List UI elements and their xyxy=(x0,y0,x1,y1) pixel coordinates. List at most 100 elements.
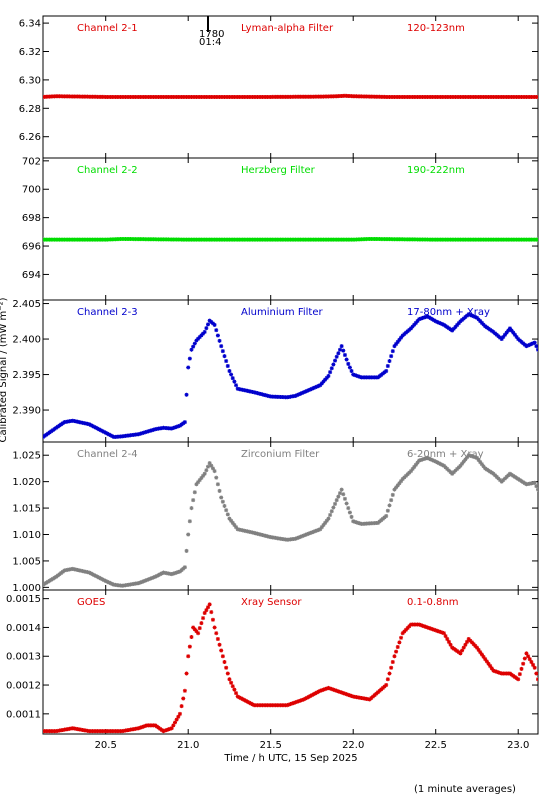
data-point xyxy=(404,627,408,632)
data-point xyxy=(224,665,229,670)
data-point xyxy=(349,369,354,373)
data-point xyxy=(199,333,204,338)
data-point xyxy=(389,354,394,359)
data-point xyxy=(346,361,351,366)
data-point xyxy=(498,335,503,340)
data-point xyxy=(321,522,326,527)
data-point xyxy=(171,571,176,576)
data-point xyxy=(441,631,446,636)
data-point xyxy=(212,625,217,630)
data-point xyxy=(318,688,323,693)
data-point xyxy=(140,725,144,730)
data-point xyxy=(296,392,301,397)
data-point xyxy=(102,429,107,434)
data-point xyxy=(491,471,496,476)
data-point xyxy=(166,727,171,732)
data-point xyxy=(437,461,441,466)
data-point xyxy=(298,391,303,396)
data-point xyxy=(394,485,399,490)
data-point xyxy=(526,654,531,659)
data-point xyxy=(305,388,309,393)
data-point xyxy=(229,680,234,685)
data-point xyxy=(493,331,498,336)
data-point xyxy=(177,569,182,574)
data-point xyxy=(478,319,483,324)
data-point xyxy=(219,495,224,500)
data-point xyxy=(476,457,481,462)
data-point xyxy=(103,579,108,584)
data-point xyxy=(105,431,110,436)
data-point xyxy=(501,478,506,483)
data-point xyxy=(389,498,394,503)
panel-label: 190-222nm xyxy=(407,165,465,176)
data-point xyxy=(138,580,143,585)
data-point xyxy=(333,358,338,363)
data-point xyxy=(499,337,504,342)
data-point xyxy=(433,459,438,464)
data-point xyxy=(417,458,422,463)
data-point xyxy=(473,643,478,648)
data-point xyxy=(435,460,440,465)
data-point xyxy=(230,376,235,381)
data-point xyxy=(88,571,93,576)
y-tick-label: 6.32 xyxy=(19,47,41,58)
data-point xyxy=(344,501,349,506)
data-point xyxy=(87,570,92,575)
data-point xyxy=(296,535,301,540)
data-point xyxy=(328,370,333,375)
data-point xyxy=(453,468,458,473)
data-point xyxy=(229,518,234,523)
data-point xyxy=(407,470,412,475)
data-point xyxy=(382,684,387,689)
data-point xyxy=(473,315,478,320)
data-point xyxy=(214,631,219,636)
data-point xyxy=(189,347,194,352)
data-point xyxy=(379,518,384,523)
data-point xyxy=(295,536,300,541)
data-point xyxy=(465,313,470,318)
data-point xyxy=(479,320,484,325)
data-point xyxy=(224,359,229,364)
data-point xyxy=(219,344,224,349)
data-point xyxy=(420,623,425,628)
data-point xyxy=(176,714,181,719)
data-point xyxy=(496,334,501,339)
data-point xyxy=(374,691,379,696)
data-point xyxy=(372,693,377,698)
data-point xyxy=(136,581,141,586)
data-point xyxy=(437,320,441,325)
data-point xyxy=(331,687,336,692)
data-point xyxy=(392,487,397,492)
data-point xyxy=(385,508,390,513)
x-tick-label: 23.0 xyxy=(507,740,529,751)
data-point xyxy=(309,386,314,391)
data-point xyxy=(394,342,399,347)
data-point xyxy=(471,314,476,319)
data-point xyxy=(209,610,214,615)
data-point xyxy=(207,461,212,466)
data-point xyxy=(344,357,349,362)
data-point xyxy=(107,432,111,437)
data-point xyxy=(531,662,536,667)
data-point xyxy=(331,505,336,510)
data-point xyxy=(206,322,210,327)
data-point xyxy=(319,381,324,386)
data-point xyxy=(191,498,196,503)
data-point xyxy=(395,483,400,488)
data-point xyxy=(224,508,229,513)
data-point xyxy=(227,516,232,521)
data-point xyxy=(456,321,461,326)
data-point xyxy=(405,472,410,477)
data-point xyxy=(474,455,479,460)
data-point xyxy=(184,671,189,676)
data-point xyxy=(425,625,430,630)
data-point xyxy=(92,573,97,578)
data-point xyxy=(159,571,164,576)
data-point xyxy=(324,518,329,523)
y-tick-label: 694 xyxy=(22,270,41,281)
data-point xyxy=(471,642,476,647)
data-point xyxy=(536,347,538,352)
data-point xyxy=(326,516,331,521)
data-point xyxy=(486,661,491,666)
data-point xyxy=(476,647,481,652)
